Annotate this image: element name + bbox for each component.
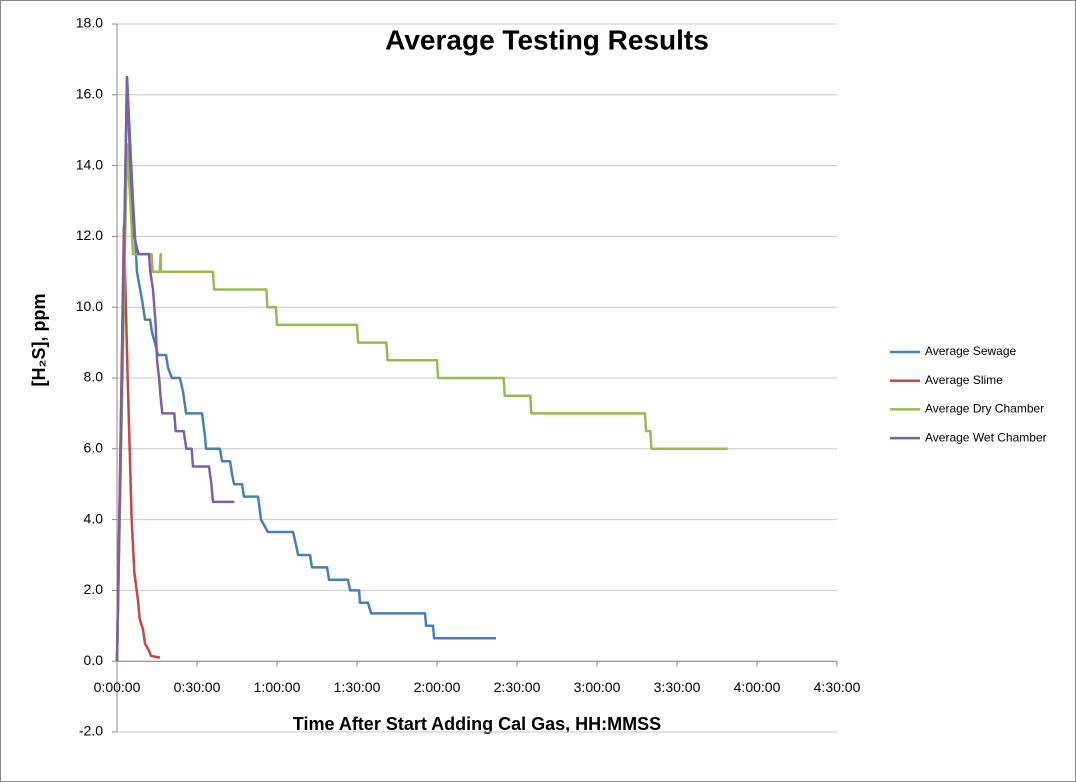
x-tick-label: 0:00:00 — [94, 679, 141, 695]
legend-label: Average Slime — [925, 373, 1003, 387]
x-tick-label: 1:30:00 — [334, 679, 381, 695]
legend-label: Average Dry Chamber — [925, 402, 1044, 416]
chart-title: Average Testing Results — [385, 24, 709, 55]
y-tick-label: 10.0 — [76, 298, 103, 314]
x-axis-label: Time After Start Adding Cal Gas, HH:MMSS — [293, 714, 661, 734]
y-tick-label: -2.0 — [79, 723, 103, 739]
series-line — [115, 224, 161, 662]
x-tick-label: 1:00:00 — [254, 679, 301, 695]
x-tick-label: 4:00:00 — [734, 679, 781, 695]
series-line — [115, 75, 496, 662]
y-axis-label: [H₂S], ppm — [29, 294, 49, 387]
x-tick-label: 3:30:00 — [654, 679, 701, 695]
y-tick-label: 0.0 — [84, 652, 104, 668]
x-tick-label: 0:30:00 — [174, 679, 221, 695]
y-tick-label: 2.0 — [84, 581, 104, 597]
x-tick-label: 2:30:00 — [494, 679, 541, 695]
x-tick-label: 4:30:00 — [814, 679, 861, 695]
y-tick-label: 12.0 — [76, 227, 103, 243]
series-line — [115, 143, 728, 662]
y-tick-label: 16.0 — [76, 86, 103, 102]
y-tick-label: 4.0 — [84, 510, 104, 526]
series-line — [115, 75, 235, 662]
y-tick-label: 6.0 — [84, 440, 104, 456]
y-tick-label: 8.0 — [84, 369, 104, 385]
y-tick-label: 18.0 — [76, 15, 103, 31]
x-tick-label: 2:00:00 — [414, 679, 461, 695]
y-tick-label: 14.0 — [76, 156, 103, 172]
legend-label: Average Wet Chamber — [925, 430, 1047, 444]
legend-label: Average Sewage — [925, 344, 1017, 358]
x-tick-label: 3:00:00 — [574, 679, 621, 695]
